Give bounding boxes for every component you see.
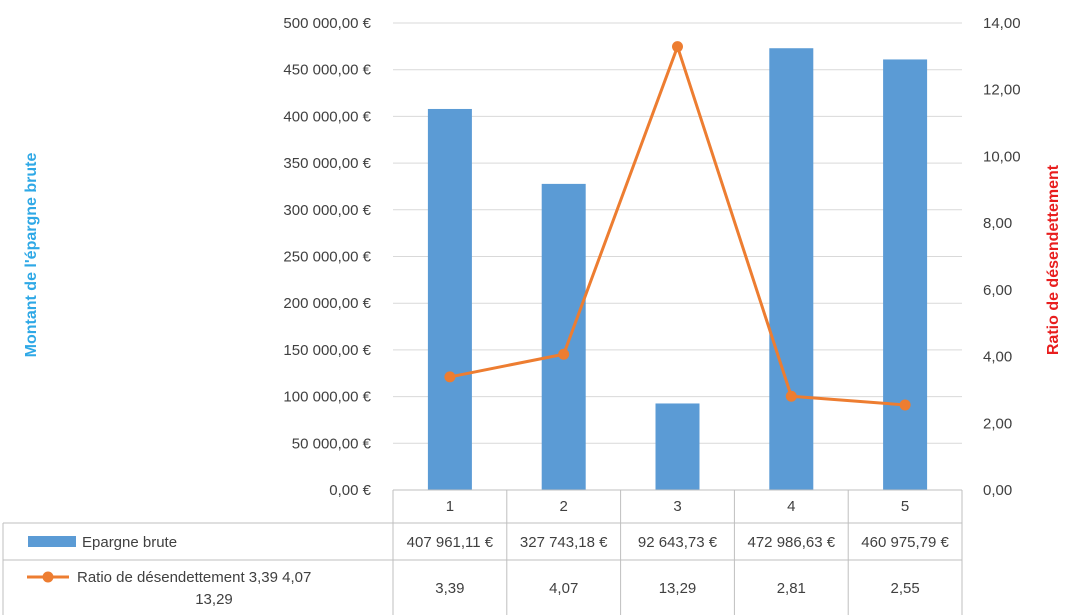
left-tick-label: 350 000,00 €: [283, 155, 371, 172]
bar: [769, 48, 814, 490]
legend-label: 13,29: [195, 591, 233, 608]
legend-label: Epargne brute: [82, 534, 177, 551]
left-tick-label: 400 000,00 €: [283, 108, 371, 125]
right-axis-title: Ratio de désendettement: [1045, 164, 1062, 355]
legend-key-bar: [28, 536, 76, 547]
gridlines: [393, 22, 962, 444]
right-tick-label: 4,00: [983, 349, 1012, 366]
left-tick-label: 100 000,00 €: [283, 389, 371, 406]
left-tick-label: 500 000,00 €: [283, 15, 371, 32]
legend-key-marker: [42, 571, 54, 583]
line-point: [672, 41, 683, 53]
right-tick-label: 2,00: [983, 415, 1012, 432]
right-tick-label: 0,00: [983, 482, 1012, 499]
left-tick-label: 0,00 €: [329, 482, 371, 499]
category-label: 1: [446, 498, 454, 515]
left-tick-label: 150 000,00 €: [283, 342, 371, 359]
line-point: [785, 390, 797, 402]
left-tick-label: 250 000,00 €: [283, 249, 371, 266]
category-label: 4: [787, 498, 795, 515]
left-tick-label: 50 000,00 €: [292, 435, 372, 452]
right-tick-label: 10,00: [983, 148, 1021, 165]
line-path: [449, 45, 906, 407]
data-cell: 2,81: [777, 580, 806, 597]
line-point: [558, 348, 570, 360]
data-cell: 327 743,18 €: [520, 534, 608, 551]
bar: [883, 59, 928, 491]
left-axis-ticks: 0,00 € 50 000,00 € 100 000,00 € 150 000,00 …: [283, 15, 371, 499]
data-cell: 472 986,63 €: [748, 534, 836, 551]
data-table: 1 2 3 4 5 Epargne brute 407 961,11 € 327 743,18…: [2, 489, 963, 615]
right-tick-label: 12,00: [983, 82, 1021, 99]
bar: [655, 403, 700, 490]
data-cell: 3,39: [435, 580, 464, 597]
line-series: [444, 41, 911, 411]
left-tick-label: 300 000,00 €: [283, 202, 371, 219]
left-tick-label: 450 000,00 €: [283, 62, 371, 79]
data-cell: 4,07: [549, 580, 578, 597]
right-tick-label: 8,00: [983, 215, 1012, 232]
left-tick-label: 200 000,00 €: [283, 295, 371, 312]
data-cell: 407 961,11 €: [407, 534, 494, 551]
bar: [541, 183, 586, 490]
left-axis-title: Montant de l'épargne brute: [23, 153, 40, 358]
right-tick-label: 14,00: [983, 15, 1021, 32]
category-label: 2: [560, 498, 568, 515]
category-label: 3: [673, 498, 681, 515]
data-cell: 13,29: [659, 580, 697, 597]
line-point: [444, 371, 456, 383]
category-label: 5: [901, 498, 909, 515]
right-axis-ticks: 0,00 2,00 4,00 6,00 8,00 10,00 12,00 14,00: [983, 15, 1021, 499]
line-point: [899, 399, 911, 411]
right-tick-label: 6,00: [983, 282, 1012, 299]
data-cell: 2,55: [890, 580, 919, 597]
data-cell: 92 643,73 €: [638, 534, 718, 551]
bar: [427, 108, 472, 490]
data-cell: 460 975,79 €: [861, 534, 949, 551]
legend-label: Ratio de désendettement 3,39 4,07: [77, 569, 311, 586]
bar-series: [427, 48, 928, 491]
